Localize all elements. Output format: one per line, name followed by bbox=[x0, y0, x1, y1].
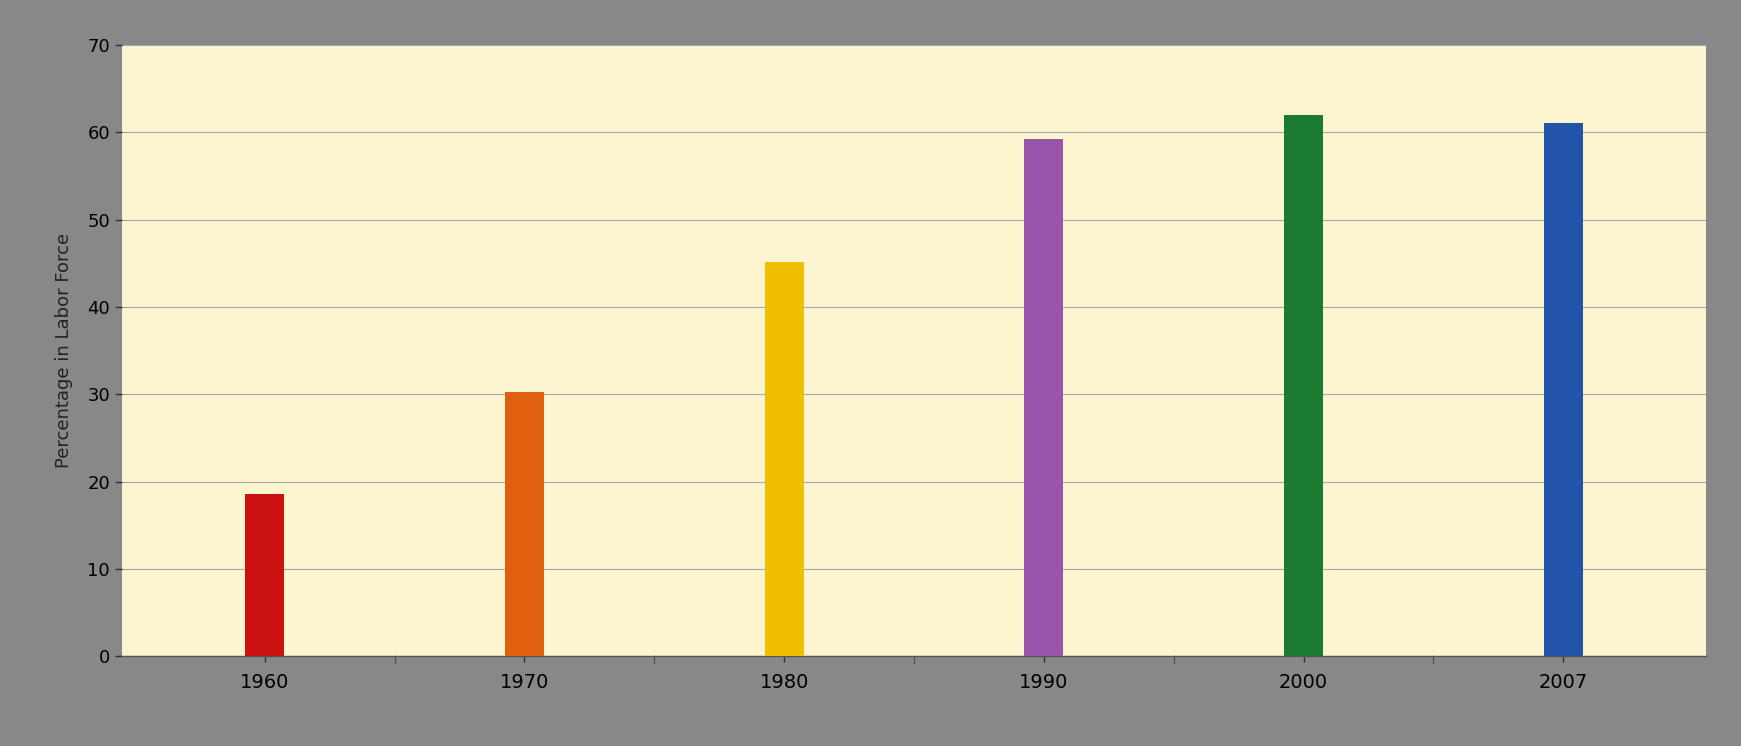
Bar bbox=[1544, 123, 1583, 656]
Y-axis label: Percentage in Labor Force: Percentage in Labor Force bbox=[56, 233, 73, 468]
Bar bbox=[505, 392, 543, 656]
Bar bbox=[1285, 115, 1323, 656]
Bar bbox=[245, 494, 284, 656]
Bar bbox=[764, 263, 804, 656]
Bar bbox=[1024, 140, 1064, 656]
